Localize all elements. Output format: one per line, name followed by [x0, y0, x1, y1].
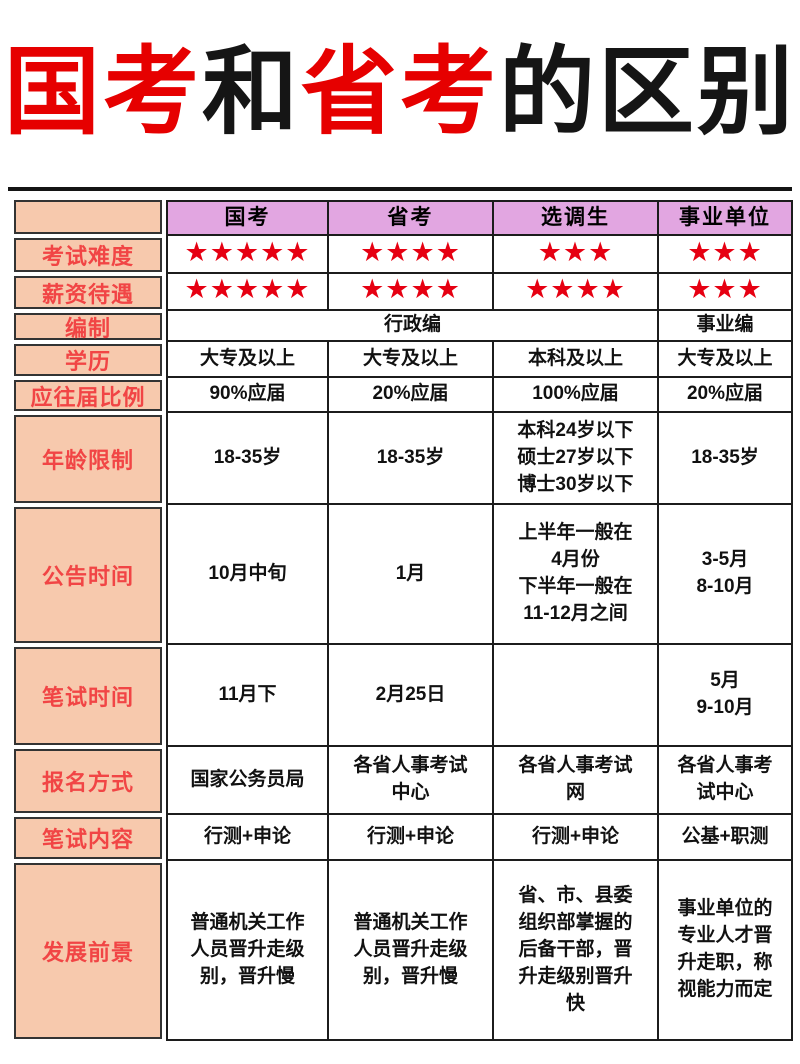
- title-segment-guokao: 国考: [4, 39, 202, 146]
- table-row-registration-method: 报名方式 国家公务员局 各省人事考试 中心 各省人事考试 网 各省人事考 试中心: [14, 747, 800, 816]
- stars-rating: ★★★★: [494, 274, 659, 312]
- table-row-salary: 薪资待遇 ★★★★★ ★★★★ ★★★★ ★★★: [14, 274, 800, 312]
- table-cell: 省、市、县委 组织部掌握的 后备干部，晋 升走级别晋升 快: [494, 861, 659, 1042]
- table-cell: 国家公务员局: [166, 747, 329, 816]
- stars-rating: ★★★: [659, 274, 793, 312]
- table-cell: 普通机关工作 人员晋升走级 别，晋升慢: [166, 861, 329, 1042]
- stars-rating: ★★★★★: [166, 274, 329, 312]
- stars-rating: ★★★★: [329, 274, 494, 312]
- title-segment-shengkao: 省考: [301, 39, 499, 146]
- table-cell: 10月中旬: [166, 505, 329, 646]
- table-row-exam-difficulty: 考试难度 ★★★★★ ★★★★ ★★★ ★★★: [14, 236, 800, 275]
- table-cell: 5月 9-10月: [659, 645, 793, 748]
- table-cell: 11月下: [166, 645, 329, 748]
- row-label: 应往届比例: [14, 380, 162, 412]
- table-cell: 1月: [329, 505, 494, 646]
- table-cell: 90%应届: [166, 378, 329, 414]
- table-cell: 18-35岁: [329, 413, 494, 506]
- stars-rating: ★★★★★: [166, 236, 329, 275]
- table-cell: 普通机关工作 人员晋升走级 别，晋升慢: [329, 861, 494, 1042]
- corner-cell: [14, 200, 162, 235]
- table-cell: 行测+申论: [494, 815, 659, 862]
- table-cell: 事业单位的 专业人才晋 升走职，称 视能力而定: [659, 861, 793, 1042]
- table-cell: 上半年一般在 4月份 下半年一般在 11-12月之间: [494, 505, 659, 646]
- table-row-written-exam-content: 笔试内容 行测+申论 行测+申论 行测+申论 公基+职测: [14, 815, 800, 862]
- row-label: 报名方式: [14, 749, 162, 814]
- row-label: 发展前景: [14, 863, 162, 1040]
- table-cell: 18-35岁: [659, 413, 793, 506]
- table-cell: 本科及以上: [494, 342, 659, 379]
- page-title: 国考和省考的区别: [0, 36, 800, 149]
- comparison-table: 国考 省考 选调生 事业单位 考试难度 ★★★★★ ★★★★ ★★★ ★★★ 薪…: [14, 200, 800, 1042]
- divider-line: [8, 187, 792, 192]
- table-cell: 各省人事考试 网: [494, 747, 659, 816]
- table-cell-merged: 行政编: [166, 311, 659, 343]
- table-row-written-exam-time: 笔试时间 11月下 2月25日 5月 9-10月: [14, 645, 800, 748]
- column-header-guokao: 国考: [166, 200, 329, 237]
- table-row-development-prospects: 发展前景 普通机关工作 人员晋升走级 别，晋升慢 普通机关工作 人员晋升走级 别…: [14, 861, 800, 1042]
- row-label: 考试难度: [14, 238, 162, 273]
- stars-rating: ★★★★: [329, 236, 494, 275]
- row-label: 笔试内容: [14, 817, 162, 860]
- stars-rating: ★★★: [659, 236, 793, 275]
- row-label: 薪资待遇: [14, 276, 162, 310]
- table-cell-empty: [494, 645, 659, 748]
- column-header-xuandiaosheng: 选调生: [494, 200, 659, 237]
- table-cell: 事业编: [659, 311, 793, 343]
- column-header-shengkao: 省考: [329, 200, 494, 237]
- row-label: 编制: [14, 313, 162, 341]
- table-row-announcement-time: 公告时间 10月中旬 1月 上半年一般在 4月份 下半年一般在 11-12月之间…: [14, 505, 800, 646]
- table-row-fresh-ratio: 应往届比例 90%应届 20%应届 100%应届 20%应届: [14, 378, 800, 414]
- table-cell: 大专及以上: [659, 342, 793, 379]
- table-cell: 20%应届: [659, 378, 793, 414]
- title-segment-and: 和: [202, 39, 301, 146]
- table-cell: 公基+职测: [659, 815, 793, 862]
- table-cell: 18-35岁: [166, 413, 329, 506]
- table-cell: 2月25日: [329, 645, 494, 748]
- table-cell: 3-5月 8-10月: [659, 505, 793, 646]
- table-cell: 大专及以上: [166, 342, 329, 379]
- table-row-age-limit: 年龄限制 18-35岁 18-35岁 本科24岁以下 硕士27岁以下 博士30岁…: [14, 413, 800, 506]
- table-cell: 大专及以上: [329, 342, 494, 379]
- table-cell: 本科24岁以下 硕士27岁以下 博士30岁以下: [494, 413, 659, 506]
- row-label: 笔试时间: [14, 647, 162, 746]
- table-cell: 100%应届: [494, 378, 659, 414]
- table-header-row: 国考 省考 选调生 事业单位: [14, 200, 800, 237]
- row-label: 公告时间: [14, 507, 162, 644]
- table-row-education: 学历 大专及以上 大专及以上 本科及以上 大专及以上: [14, 342, 800, 379]
- row-label: 学历: [14, 344, 162, 377]
- row-label: 年龄限制: [14, 415, 162, 504]
- table-cell: 各省人事考试 中心: [329, 747, 494, 816]
- table-cell: 20%应届: [329, 378, 494, 414]
- column-header-shiye: 事业单位: [659, 200, 793, 237]
- table-cell: 行测+申论: [329, 815, 494, 862]
- table-cell: 行测+申论: [166, 815, 329, 862]
- table-cell: 各省人事考 试中心: [659, 747, 793, 816]
- title-segment-difference: 的区别: [499, 39, 796, 146]
- table-row-establishment: 编制 行政编 事业编: [14, 311, 800, 343]
- stars-rating: ★★★: [494, 236, 659, 275]
